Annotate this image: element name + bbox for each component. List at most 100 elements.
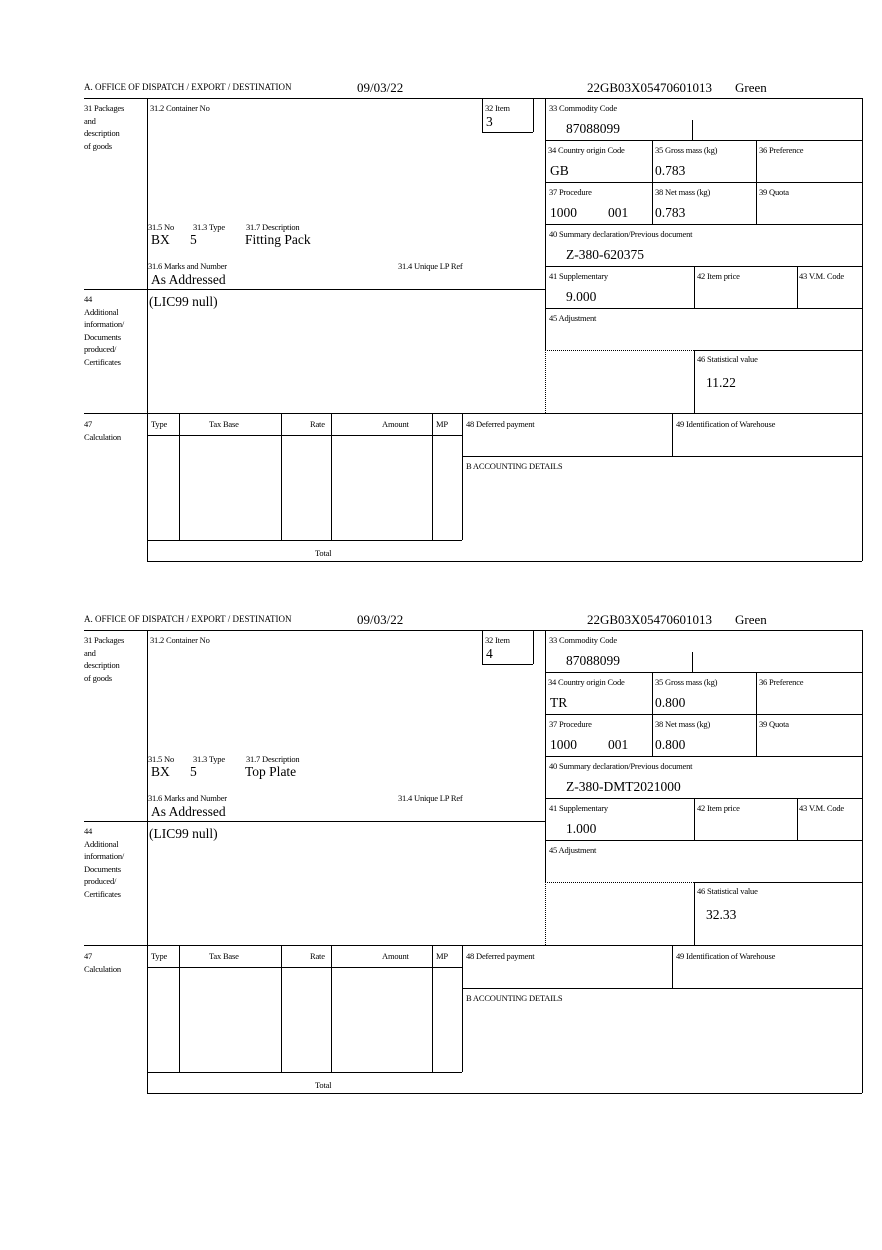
additional-info-label: Additional xyxy=(84,838,119,849)
office-label: A. OFFICE OF DISPATCH / EXPORT / DESTINA… xyxy=(84,614,292,624)
gross-mass: 0.783 xyxy=(655,163,686,178)
additional-info-value: (LIC99 null) xyxy=(149,826,218,841)
packages-label: 31 Packages xyxy=(84,635,125,645)
divider xyxy=(462,945,463,1072)
divider xyxy=(545,308,862,309)
statistical-value: 32.33 xyxy=(706,907,737,922)
procedure: 1000 xyxy=(550,205,577,220)
calc-column-header: Type xyxy=(151,951,168,961)
item-number: 3 xyxy=(486,114,493,129)
calc-column-header: MP xyxy=(436,419,448,429)
gross-mass-label: 35 Gross mass (kg) xyxy=(655,677,718,687)
reference-number: 22GB03X05470601013 xyxy=(587,80,712,95)
procedure: 1000 xyxy=(550,737,577,752)
calc-column-header: Tax Base xyxy=(209,951,239,961)
divider xyxy=(694,798,695,840)
divider xyxy=(462,413,463,540)
calc-column-header: MP xyxy=(436,951,448,961)
divider xyxy=(545,672,862,673)
package-type-label: 31.3 Type xyxy=(193,754,225,764)
divider xyxy=(432,945,433,1072)
statistical-value: 11.22 xyxy=(706,375,736,390)
divider xyxy=(694,350,862,351)
divider xyxy=(147,630,148,1093)
item-label: 32 Item xyxy=(485,103,510,113)
divider xyxy=(84,630,862,631)
vm-code-label: 43 V.M. Code xyxy=(799,803,844,813)
country-origin-label: 34 Country origin Code xyxy=(548,145,625,155)
divider xyxy=(462,456,862,457)
additional-info-label: produced/ xyxy=(84,876,117,886)
country-origin: GB xyxy=(550,163,569,178)
package-type-label: 31.3 Type xyxy=(193,222,225,232)
package-count: 5 xyxy=(190,764,197,779)
deferred-payment-label: 48 Deferred payment xyxy=(466,951,535,961)
net-mass: 0.800 xyxy=(655,737,686,752)
divider xyxy=(281,413,282,540)
commodity-code-label: 33 Commodity Code xyxy=(549,103,617,113)
package-count: 5 xyxy=(190,232,197,247)
divider xyxy=(147,98,148,561)
divider xyxy=(545,798,862,799)
adjustment-label: 45 Adjustment xyxy=(549,845,597,855)
calculation-label: 47 xyxy=(84,419,93,429)
divider xyxy=(694,882,695,945)
preference-label: 36 Preference xyxy=(759,677,804,687)
warehouse-label: 49 Identification of Warehouse xyxy=(676,951,776,961)
divider xyxy=(862,98,863,561)
divider xyxy=(652,140,653,224)
divider xyxy=(545,714,862,715)
item-price-label: 42 Item price xyxy=(697,803,740,813)
warehouse-label: 49 Identification of Warehouse xyxy=(676,419,776,429)
office-label: A. OFFICE OF DISPATCH / EXPORT / DESTINA… xyxy=(84,82,292,92)
calc-column-header: Rate xyxy=(310,419,325,429)
divider xyxy=(545,140,862,141)
divider xyxy=(482,132,533,133)
divider xyxy=(533,98,534,132)
reference-number: 22GB03X05470601013 xyxy=(587,612,712,627)
calc-column-header: Amount xyxy=(382,951,409,961)
procedure-label: 37 Procedure xyxy=(549,187,592,197)
net-mass-label: 38 Net mass (kg) xyxy=(655,719,711,729)
divider xyxy=(482,98,483,132)
net-mass-label: 38 Net mass (kg) xyxy=(655,187,711,197)
additional-info-label: Documents xyxy=(84,863,121,874)
date: 09/03/22 xyxy=(357,80,404,95)
divider xyxy=(147,561,862,562)
gross-mass-label: 35 Gross mass (kg) xyxy=(655,145,718,155)
adjustment-label: 45 Adjustment xyxy=(549,313,597,323)
packages-label: description xyxy=(84,128,120,138)
divider xyxy=(147,967,462,968)
divider xyxy=(482,630,483,664)
additional-info-label: Certificates xyxy=(84,356,121,367)
packages-label: and xyxy=(84,647,96,658)
container-no-label: 31.2 Container No xyxy=(150,103,210,113)
divider xyxy=(462,988,862,989)
divider xyxy=(545,882,694,883)
supplementary-value: 1.000 xyxy=(566,821,597,836)
item-price-label: 42 Item price xyxy=(697,271,740,281)
deferred-payment-label: 48 Deferred payment xyxy=(466,419,535,429)
calc-column-header: Amount xyxy=(382,419,409,429)
statistical-value-label: 46 Statistical value xyxy=(697,886,758,896)
divider xyxy=(545,350,546,413)
divider xyxy=(545,266,862,267)
country-origin: TR xyxy=(550,695,568,710)
net-mass: 0.783 xyxy=(655,205,686,220)
divider xyxy=(331,945,332,1072)
divider xyxy=(545,224,862,225)
divider xyxy=(545,182,862,183)
divider xyxy=(179,945,180,1072)
divider xyxy=(84,945,862,946)
divider xyxy=(862,630,863,1093)
additional-info-label: information/ xyxy=(84,319,125,329)
marks-label: 31.6 Marks and Number xyxy=(148,793,227,803)
divider xyxy=(694,266,695,308)
divider xyxy=(672,945,673,988)
statistical-value-label: 46 Statistical value xyxy=(697,354,758,364)
preference-label: 36 Preference xyxy=(759,145,804,155)
divider xyxy=(84,289,545,290)
divider xyxy=(692,120,693,140)
divider xyxy=(692,652,693,672)
additional-info-value: (LIC99 null) xyxy=(149,294,218,309)
